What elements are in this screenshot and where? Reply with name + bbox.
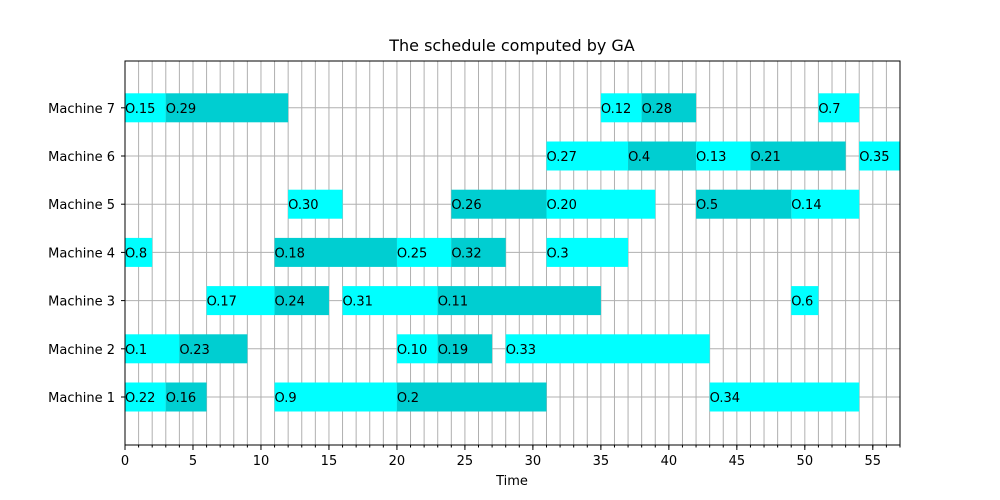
- bar-labels-layer: O.22 O.16 O.9 O.2 O.34 O.1 O.23 O.10 O.19 O.33 O.1…: [125, 102, 890, 406]
- task-bar-label: O.26: [451, 198, 481, 213]
- task-bar-label: O.34: [710, 391, 740, 406]
- task-bar-label: O.5: [696, 198, 718, 213]
- task-bar-label: O.31: [343, 295, 373, 310]
- x-tick-label: 55: [865, 454, 882, 469]
- task-bar: [437, 334, 493, 364]
- task-bar: [179, 334, 248, 364]
- task-bar: [288, 189, 343, 219]
- task-bar-label: O.13: [696, 150, 726, 165]
- task-bar: [818, 93, 860, 123]
- task-bar: [641, 93, 697, 123]
- task-bar-label: O.35: [859, 150, 889, 165]
- task-bar: [342, 286, 438, 316]
- task-bar-label: O.33: [506, 343, 536, 358]
- task-bar: [791, 189, 860, 219]
- task-bar: [396, 334, 438, 364]
- task-bar-label: O.18: [275, 246, 305, 261]
- task-bar-label: O.12: [601, 102, 631, 117]
- task-bar-label: O.16: [166, 391, 196, 406]
- task-bar-label: O.9: [275, 391, 297, 406]
- task-bar: [628, 141, 697, 171]
- task-bar: [709, 382, 860, 412]
- task-bar-label: O.6: [791, 295, 813, 310]
- task-bar-label: O.11: [438, 295, 468, 310]
- x-tick-label: 15: [321, 454, 338, 469]
- task-bar-label: O.8: [125, 246, 147, 261]
- task-bar-label: O.25: [397, 246, 427, 261]
- task-bar: [274, 286, 329, 316]
- task-bar: [125, 334, 180, 364]
- x-tick-label: 30: [525, 454, 542, 469]
- task-bar-label: O.2: [397, 391, 419, 406]
- task-bar-label: O.32: [451, 246, 481, 261]
- task-bar: [696, 189, 792, 219]
- task-bar: [396, 237, 452, 267]
- task-bar: [600, 93, 642, 123]
- task-bar-label: O.22: [125, 391, 155, 406]
- task-bar: [859, 141, 900, 171]
- axis-layer: Machine 1 Machine 2 Machine 3 Machine 4 Mach…: [48, 102, 901, 469]
- task-bar: [505, 334, 710, 364]
- x-tick-label: 0: [121, 454, 129, 469]
- task-bar: [451, 237, 506, 267]
- task-bar: [437, 286, 601, 316]
- task-bar: [546, 141, 629, 171]
- task-bar-label: O.30: [288, 198, 318, 213]
- task-bar: [206, 286, 275, 316]
- plot-frame: [124, 60, 901, 446]
- task-bar-label: O.19: [438, 343, 468, 358]
- y-tick-label: Machine 4: [48, 246, 115, 261]
- task-bar-label: O.14: [791, 198, 821, 213]
- task-bar-label: O.1: [125, 343, 147, 358]
- task-bar: [274, 382, 397, 412]
- task-bar-label: O.28: [642, 102, 672, 117]
- task-bar-label: O.7: [818, 102, 840, 117]
- y-tick-label: Machine 5: [48, 198, 115, 213]
- task-bar-label: O.29: [166, 102, 196, 117]
- x-tick-label: 25: [457, 454, 474, 469]
- task-bar: [165, 382, 207, 412]
- task-bar: [396, 382, 547, 412]
- chart-title: The schedule computed by GA: [388, 36, 635, 55]
- task-bar-label: O.4: [628, 150, 650, 165]
- task-bar: [546, 237, 629, 267]
- task-bar: [125, 382, 166, 412]
- task-bar-label: O.24: [275, 295, 305, 310]
- task-bar-label: O.21: [750, 150, 780, 165]
- task-bar-label: O.3: [546, 246, 568, 261]
- x-tick-label: 40: [661, 454, 678, 469]
- x-tick-label: 5: [189, 454, 197, 469]
- x-tick-label: 45: [729, 454, 746, 469]
- task-bar-label: O.23: [179, 343, 209, 358]
- y-tick-label: Machine 7: [48, 102, 115, 117]
- task-bar: [274, 237, 397, 267]
- y-tick-label: Machine 2: [48, 343, 115, 358]
- y-tick-label: Machine 1: [48, 391, 115, 406]
- x-tick-label: 10: [253, 454, 270, 469]
- bars-layer: [125, 93, 900, 412]
- task-bar: [546, 189, 656, 219]
- x-tick-label: 35: [593, 454, 610, 469]
- task-bar-label: O.27: [546, 150, 576, 165]
- x-axis-label: Time: [495, 474, 528, 489]
- task-bar: [791, 286, 819, 316]
- task-bar-label: O.17: [207, 295, 237, 310]
- task-bar-label: O.20: [546, 198, 576, 213]
- task-bar-label: O.10: [397, 343, 427, 358]
- task-bar: [125, 93, 166, 123]
- x-tick-label: 50: [797, 454, 814, 469]
- x-tick-label: 20: [389, 454, 406, 469]
- task-bar: [165, 93, 289, 123]
- task-bar: [451, 189, 547, 219]
- task-bar-label: O.15: [125, 102, 155, 117]
- y-tick-label: Machine 6: [48, 150, 115, 165]
- y-tick-label: Machine 3: [48, 295, 115, 310]
- task-bar: [696, 141, 751, 171]
- task-bar: [125, 237, 153, 267]
- task-bar: [750, 141, 846, 171]
